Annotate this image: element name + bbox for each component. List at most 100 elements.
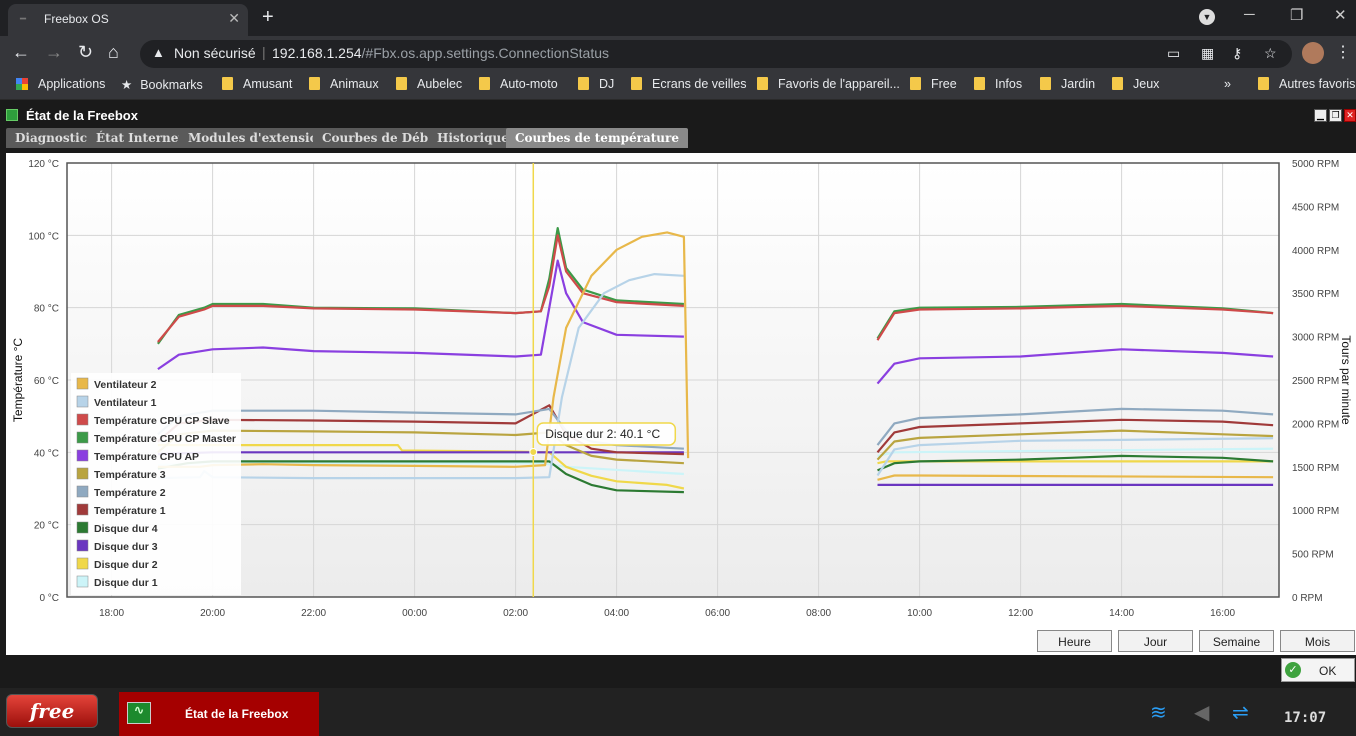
profile-avatar[interactable] xyxy=(1302,42,1324,64)
star-bookmark-icon[interactable]: ☆ xyxy=(1264,45,1277,61)
y-axis-label: Température °C xyxy=(11,338,25,422)
y2-tick-label: 4000 RPM xyxy=(1292,246,1339,257)
legend-label: Température 2 xyxy=(94,487,166,499)
y-tick-label: 100 °C xyxy=(28,231,59,242)
bookmark-folder[interactable]: Free xyxy=(910,77,957,91)
x-tick-label: 06:00 xyxy=(705,608,730,619)
x-tick-label: 16:00 xyxy=(1210,608,1235,619)
bookmark-folder[interactable]: Jeux xyxy=(1112,77,1159,91)
legend-swatch xyxy=(76,467,89,480)
temperature-chart-panel: 0 °C 20 °C 40 °C 60 °C 80 °C 100 °C 120 °C 0 RP… xyxy=(6,153,1356,655)
bookmark-folder[interactable]: Animaux xyxy=(309,77,379,91)
bookmark-folder[interactable]: Ecrans de veilles xyxy=(631,77,747,91)
x-tick-label: 22:00 xyxy=(301,608,326,619)
legend-label: Disque dur 3 xyxy=(94,541,158,553)
range-heure-button[interactable]: Heure xyxy=(1037,630,1112,652)
range-jour-button[interactable]: Jour xyxy=(1118,630,1193,652)
y2-tick-label: 3500 RPM xyxy=(1292,289,1339,300)
app-close-icon[interactable]: ✕ xyxy=(1344,109,1356,122)
warning-triangle-icon[interactable]: ▲ xyxy=(152,45,165,60)
folder-icon xyxy=(910,77,921,90)
close-window-icon[interactable]: ✕ xyxy=(1334,7,1347,24)
taskbar-item-label: État de la Freebox xyxy=(185,707,289,721)
range-mois-button[interactable]: Mois xyxy=(1280,630,1355,652)
folder-icon xyxy=(1112,77,1123,90)
folder-icon xyxy=(1258,77,1269,90)
qr-code-icon[interactable]: ▦ xyxy=(1201,45,1215,61)
y2-tick-label: 2500 RPM xyxy=(1292,376,1339,387)
freebox-app: État de la Freebox ▁ ❐ ✕ Diagnostic État… xyxy=(0,100,1356,688)
bookmarks-bar: Applications ★ Bookmarks Amusant Animaux … xyxy=(0,72,1356,100)
taskbar-item-etat-freebox[interactable]: ∿ État de la Freebox xyxy=(119,692,319,736)
bookmark-bookmarks[interactable]: ★ Bookmarks xyxy=(121,78,203,92)
tab-modules-extension[interactable]: Modules d'extension xyxy=(179,128,336,148)
address-bar[interactable]: ▲ Non sécurisé | 192.168.1.254/#Fbx.os.a… xyxy=(140,40,1292,68)
range-semaine-button[interactable]: Semaine xyxy=(1199,630,1274,652)
y2-tick-label: 1500 RPM xyxy=(1292,463,1339,474)
bookmark-folder[interactable]: Auto-moto xyxy=(479,77,558,91)
legend-swatch xyxy=(76,431,89,444)
key-icon[interactable]: ⚷ xyxy=(1232,45,1243,61)
wifi-icon[interactable]: ≋ xyxy=(1150,702,1167,724)
bookmark-applications[interactable]: Applications xyxy=(16,77,105,91)
tab-courbes-temperature[interactable]: Courbes de température xyxy=(506,128,688,148)
restore-window-icon[interactable]: ❐ xyxy=(1290,7,1304,24)
tab-etat-internet[interactable]: État Internet xyxy=(87,128,193,148)
megaphone-icon[interactable]: ◀ xyxy=(1194,702,1210,724)
tooltip-box xyxy=(536,422,677,446)
bookmark-folder[interactable]: DJ xyxy=(578,77,614,91)
browser-tabbar: ━ Freebox OS ✕ + ▼ ─ ❐ ✕ xyxy=(0,0,1356,36)
app-minimize-icon[interactable]: ▁ xyxy=(1314,109,1327,122)
folder-icon xyxy=(479,77,490,90)
usb-icon[interactable]: ⇌ xyxy=(1232,702,1249,724)
tab-historique[interactable]: Historique xyxy=(428,128,518,148)
tab-courbes-debit[interactable]: Courbes de Débit xyxy=(313,128,448,148)
bookmark-folder[interactable]: Favoris de l'appareil... xyxy=(757,77,900,91)
back-arrow-icon[interactable]: ← xyxy=(12,42,30,62)
y-tick-label: 20 °C xyxy=(34,521,59,532)
series-line xyxy=(876,407,1274,446)
y-tick-label: 60 °C xyxy=(34,376,59,387)
browser-menu-icon[interactable]: ⋮ xyxy=(1335,44,1351,61)
folder-icon xyxy=(1040,77,1051,90)
browser-tab-title: Freebox OS xyxy=(44,12,109,26)
series-line xyxy=(876,418,1274,454)
reload-icon[interactable]: ↻ xyxy=(78,42,94,62)
bookmark-folder[interactable]: Jardin xyxy=(1040,77,1095,91)
browser-tab[interactable]: ━ Freebox OS ✕ xyxy=(8,4,248,36)
tab-search-icon[interactable]: ▼ xyxy=(1199,9,1215,25)
bookmark-folder[interactable]: Aubelec xyxy=(396,77,462,91)
legend-label: Température 3 xyxy=(94,469,166,481)
other-bookmarks[interactable]: Autres favoris xyxy=(1258,77,1355,91)
series-line xyxy=(876,304,1274,341)
series-line xyxy=(876,429,1274,461)
new-tab-button[interactable]: + xyxy=(262,6,274,28)
security-status[interactable]: Non sécurisé xyxy=(174,45,256,61)
bookmark-folder[interactable]: Infos xyxy=(974,77,1022,91)
home-icon[interactable]: ⌂ xyxy=(108,42,119,62)
url-text[interactable]: 192.168.1.254/#Fbx.os.app.settings.Conne… xyxy=(272,45,609,61)
freebox-status-app-icon xyxy=(6,109,18,121)
legend-label: Disque dur 1 xyxy=(94,577,158,589)
tab-diagnostic[interactable]: Diagnostic xyxy=(6,128,97,148)
freebox-taskbar: free ∿ État de la Freebox ≋ ◀ ⇌ 17:07 xyxy=(0,688,1356,736)
temperature-chart: 0 °C 20 °C 40 °C 60 °C 80 °C 100 °C 120 °C 0 RP… xyxy=(11,159,1353,619)
y-tick-label: 0 °C xyxy=(39,593,59,604)
series-line xyxy=(877,454,1274,472)
bookmark-folder[interactable]: Amusant xyxy=(222,77,292,91)
app-maximize-icon[interactable]: ❐ xyxy=(1329,109,1342,122)
x-tick-label: 14:00 xyxy=(1109,608,1134,619)
ok-button[interactable]: ✓ OK xyxy=(1281,658,1355,682)
x-tick-label: 12:00 xyxy=(1008,608,1033,619)
bookmarks-overflow-button[interactable]: » xyxy=(1224,77,1231,91)
free-start-button[interactable]: free xyxy=(6,694,98,728)
cast-icon[interactable]: ▭ xyxy=(1167,45,1181,61)
close-tab-icon[interactable]: ✕ xyxy=(228,10,240,26)
forward-arrow-icon[interactable]: → xyxy=(45,42,63,62)
folder-icon xyxy=(974,77,985,90)
legend-label: Disque dur 4 xyxy=(94,523,158,535)
legend-swatch xyxy=(76,539,89,552)
legend-swatch xyxy=(76,575,89,588)
minimize-window-icon[interactable]: ─ xyxy=(1244,6,1255,23)
legend-swatch xyxy=(76,377,89,390)
